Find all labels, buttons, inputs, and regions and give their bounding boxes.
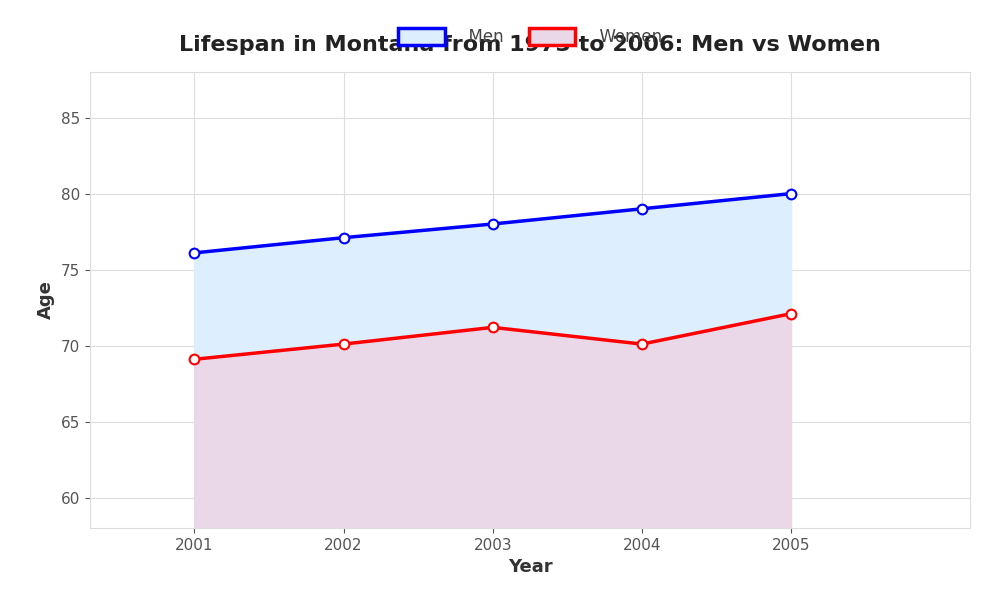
Title: Lifespan in Montana from 1973 to 2006: Men vs Women: Lifespan in Montana from 1973 to 2006: M… [179, 35, 881, 55]
Y-axis label: Age: Age [37, 281, 55, 319]
Legend:   Men,   Women: Men, Women [391, 21, 669, 53]
X-axis label: Year: Year [508, 558, 552, 576]
